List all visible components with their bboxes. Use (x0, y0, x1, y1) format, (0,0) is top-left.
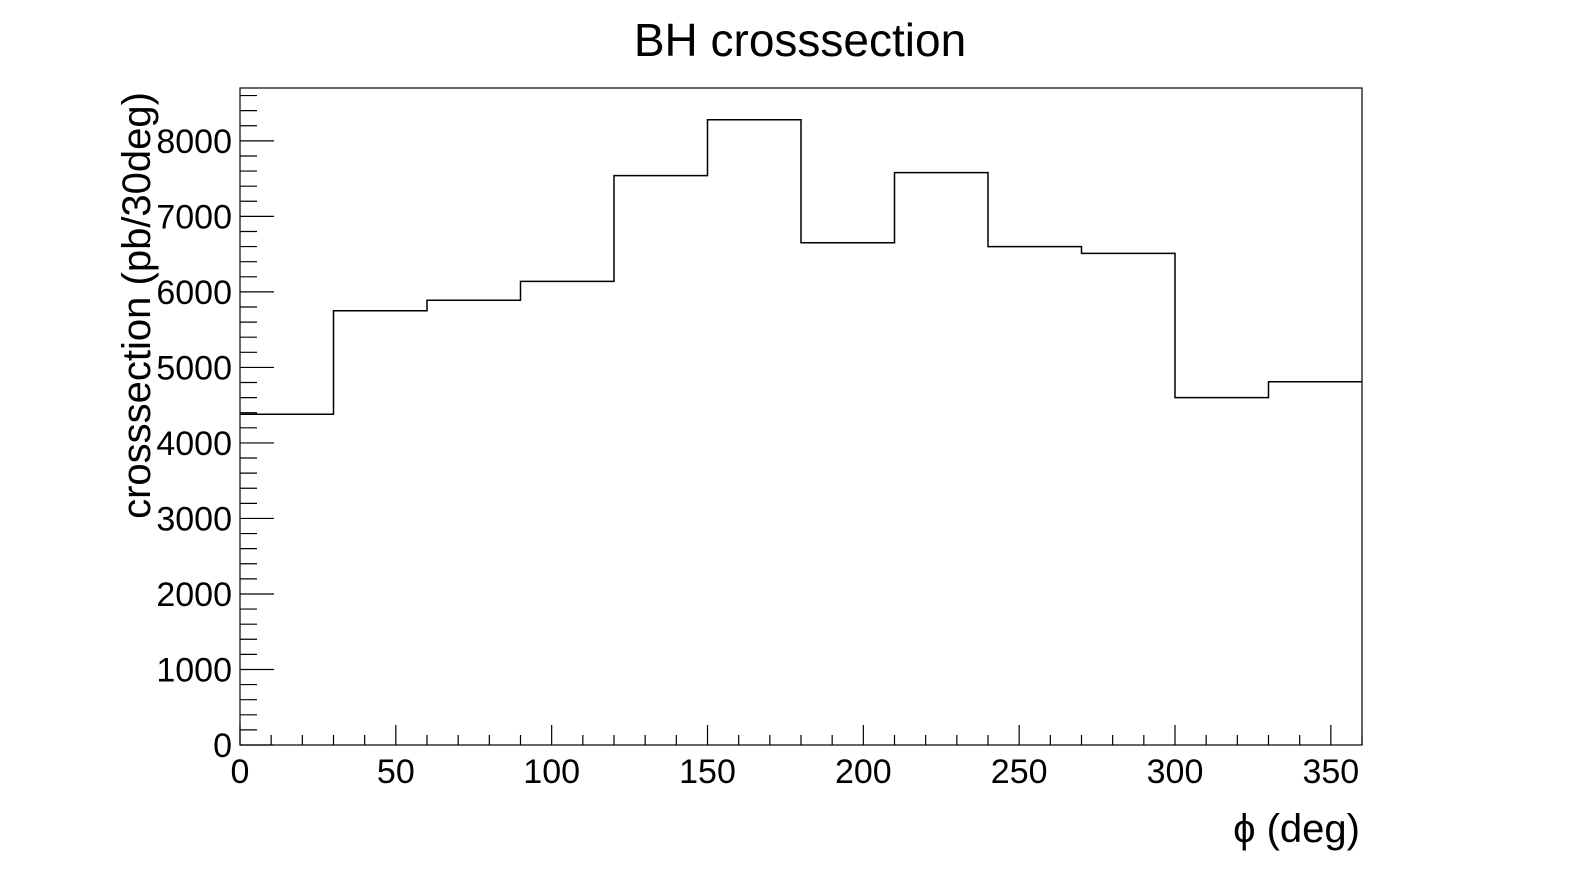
y-axis-label: crosssection (pb/30deg) (115, 92, 159, 519)
x-tick-label: 350 (1302, 753, 1359, 791)
y-tick-label: 2000 (156, 576, 232, 614)
y-axis-ticks: 0 1000 2000 3000 4000 5000 6000 7000 8000 (156, 94, 274, 765)
x-tick-label: 0 (231, 753, 250, 791)
y-tick-label: 6000 (156, 274, 232, 312)
y-tick-label: 8000 (156, 123, 232, 161)
x-axis-label: ϕ (deg) (1233, 807, 1360, 851)
y-tick-label: 5000 (156, 349, 232, 387)
plot-frame (239, 87, 1363, 746)
x-axis-ticks: 0 50 100 150 200 250 300 350 (231, 725, 1363, 791)
x-tick-label: 50 (377, 753, 415, 791)
x-tick-label: 300 (1147, 753, 1204, 791)
x-tick-label: 150 (679, 753, 736, 791)
x-tick-label: 250 (991, 753, 1048, 791)
y-tick-label: 3000 (156, 500, 232, 538)
x-tick-label: 100 (523, 753, 580, 791)
x-tick-label: 200 (835, 753, 892, 791)
y-tick-label: 1000 (156, 651, 232, 689)
y-tick-label: 4000 (156, 425, 232, 463)
y-tick-label: 0 (213, 727, 232, 765)
y-tick-label: 7000 (156, 198, 232, 236)
chart-title: BH crosssection (634, 14, 966, 66)
histogram-outline (240, 118, 1362, 415)
